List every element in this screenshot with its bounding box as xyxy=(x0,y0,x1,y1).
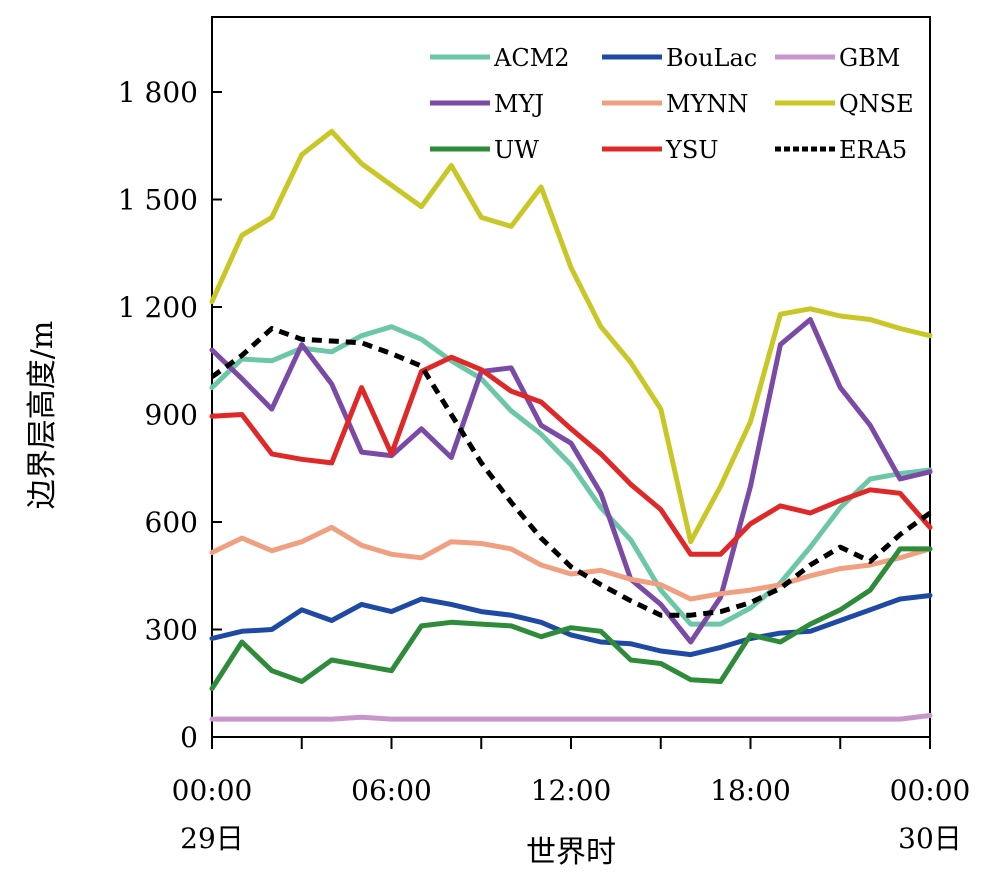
x-date-label: 29日 xyxy=(180,822,244,855)
series-line-gbm xyxy=(209,713,933,722)
y-tick-label: 1 200 xyxy=(118,291,198,324)
legend-label-mynn: MYNN xyxy=(666,90,748,118)
series-line-myj xyxy=(209,317,933,645)
series-line-uw xyxy=(209,546,933,692)
series-line-acm2 xyxy=(209,324,933,627)
x-axis: 00:00 29日 06:00 12:00 18:00 00:00 30日 xyxy=(172,737,971,855)
x-tick-label: 18:00 xyxy=(710,774,791,807)
y-tick-label: 0 xyxy=(180,721,198,754)
legend: ACM2 BouLac GBM MYJ MYNN QNSE UW YSU ERA5 xyxy=(430,44,914,164)
series-line-mynn xyxy=(209,524,933,602)
y-tick-label: 1 800 xyxy=(118,76,198,109)
y-axis-title: 边界层高度/m xyxy=(25,321,60,510)
y-tick-label: 900 xyxy=(145,399,198,432)
x-axis-title: 世界时 xyxy=(526,835,616,870)
y-tick-label: 1 500 xyxy=(118,184,198,217)
x-tick-label: 06:00 xyxy=(351,774,432,807)
series-line-qnse xyxy=(209,128,933,545)
y-tick-label: 600 xyxy=(145,506,198,539)
series-line-ysu xyxy=(209,354,933,557)
legend-label-acm2: ACM2 xyxy=(493,44,570,72)
legend-label-era5: ERA5 xyxy=(839,136,907,164)
series-lines xyxy=(209,128,933,722)
legend-label-gbm: GBM xyxy=(839,44,900,72)
legend-label-uw: UW xyxy=(494,136,539,164)
x-date-label: 30日 xyxy=(898,822,962,855)
legend-label-qnse: QNSE xyxy=(839,90,914,118)
x-tick-label: 12:00 xyxy=(531,774,612,807)
y-tick-label: 300 xyxy=(145,614,198,647)
x-tick-label: 00:00 xyxy=(172,774,253,807)
legend-label-boulac: BouLac xyxy=(666,44,757,72)
legend-label-myj: MYJ xyxy=(494,90,544,118)
x-tick-label: 00:00 xyxy=(890,774,971,807)
series-line-era5 xyxy=(210,326,932,618)
series-line-boulac xyxy=(209,593,933,658)
y-axis: 0 300 600 900 1 200 1 500 1 800 xyxy=(118,76,222,754)
legend-label-ysu: YSU xyxy=(665,136,719,164)
